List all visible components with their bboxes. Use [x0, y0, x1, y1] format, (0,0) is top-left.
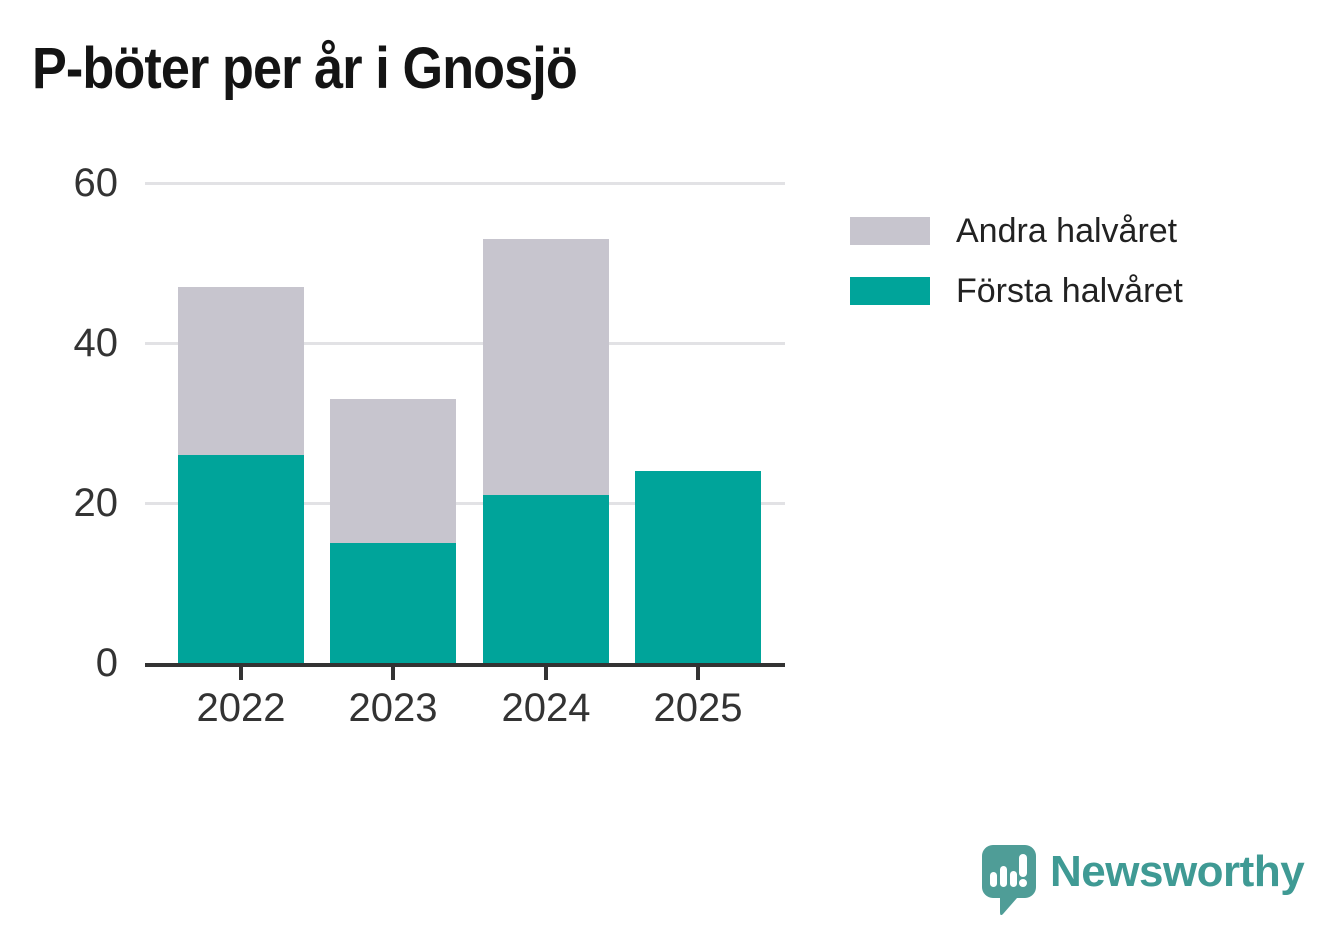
x-axis-tick-2023: [391, 667, 395, 680]
bar-2024-f-rsta-halv-ret: [483, 495, 609, 663]
logo-bar-1: [990, 872, 997, 887]
x-axis-tick-2024: [544, 667, 548, 680]
legend-swatch-forsta-halvaret: [850, 277, 930, 305]
legend-item-andra-halvaret: Andra halvåret: [850, 212, 1183, 250]
legend-item-forsta-halvaret: Första halvåret: [850, 272, 1183, 310]
logo-bar-2: [1000, 866, 1007, 887]
newsworthy-wordmark: Newsworthy: [1050, 847, 1305, 896]
x-axis-line: [145, 663, 785, 667]
newsworthy-logo-icon: [982, 845, 1036, 915]
bar-2022-f-rsta-halv-ret: [178, 455, 304, 663]
y-axis-tick-label-0: 0: [95, 641, 118, 685]
x-axis-label-2023: 2023: [348, 686, 438, 730]
y-axis-tick-label-60: 60: [73, 161, 119, 205]
legend-swatch-andra-halvaret: [850, 217, 930, 245]
y-axis-tick-label-40: 40: [73, 321, 119, 365]
bar-2022-andra-halv-ret: [178, 287, 304, 455]
legend-label-andra-halvaret: Andra halvåret: [956, 211, 1178, 250]
chart-title: P-böter per år i Gnosjö: [32, 36, 578, 101]
gridline-y-60: [145, 182, 785, 185]
bar-2023-andra-halv-ret: [330, 399, 456, 543]
logo-exclamation-dot: [1019, 879, 1027, 887]
logo-bar-3: [1010, 871, 1017, 887]
gridline-y-40: [145, 342, 785, 345]
logo-exclamation-stem: [1019, 854, 1027, 877]
bar-2024-andra-halv-ret: [483, 239, 609, 495]
x-axis-tick-2025: [696, 667, 700, 680]
legend: Andra halvåret Första halvåret: [850, 212, 1183, 337]
x-axis-label-2024: 2024: [501, 686, 591, 730]
y-axis-tick-label-20: 20: [73, 481, 119, 525]
newsworthy-branding: Newsworthy: [982, 845, 1305, 915]
gridline-y-20: [145, 502, 785, 505]
x-axis-label-2025: 2025: [653, 686, 743, 730]
x-axis-label-2022: 2022: [196, 686, 286, 730]
x-axis-tick-2022: [239, 667, 243, 680]
legend-label-forsta-halvaret: Första halvåret: [956, 271, 1183, 310]
bar-2023-f-rsta-halv-ret: [330, 543, 456, 663]
bar-2025-f-rsta-halv-ret: [635, 471, 761, 663]
